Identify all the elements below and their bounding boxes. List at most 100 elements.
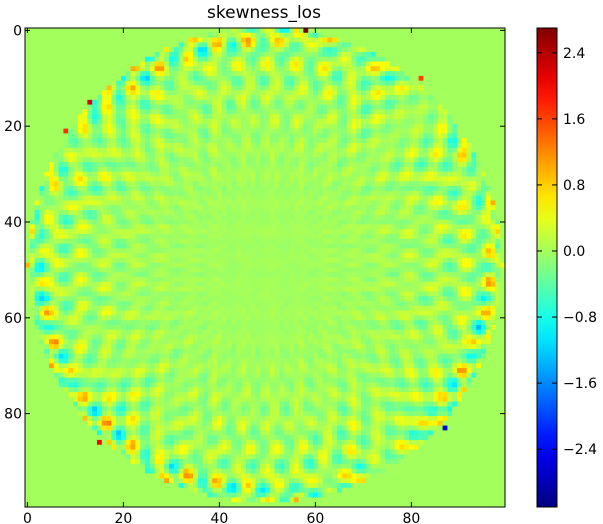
heatmap-cell <box>485 224 491 230</box>
heatmap-cell <box>221 229 227 235</box>
heatmap-cell <box>164 181 170 187</box>
heatmap-cell <box>164 233 170 240</box>
heatmap-cell <box>351 75 357 82</box>
heatmap-cell <box>101 229 107 235</box>
heatmap-cell <box>188 66 194 72</box>
heatmap-cell <box>25 95 31 101</box>
heatmap-cell <box>284 157 290 163</box>
heatmap-cell <box>149 104 155 110</box>
heatmap-cell <box>351 119 357 125</box>
heatmap-cell <box>212 181 218 187</box>
heatmap-cell <box>226 32 232 38</box>
heatmap-cell <box>197 176 203 182</box>
heatmap-cell <box>63 210 69 216</box>
heatmap-cell <box>29 47 35 53</box>
heatmap-cell <box>356 181 362 187</box>
heatmap-cell <box>500 162 506 168</box>
heatmap-cell <box>341 133 347 139</box>
heatmap-cell <box>29 51 35 58</box>
heatmap-cell <box>322 166 328 173</box>
heatmap-cell <box>409 104 415 110</box>
heatmap-cell <box>29 75 35 82</box>
heatmap-cell <box>490 181 496 187</box>
heatmap-cell <box>202 229 208 235</box>
heatmap-cell <box>197 85 203 91</box>
heatmap-cell <box>106 214 112 220</box>
heatmap-cell <box>437 253 443 259</box>
heatmap-cell <box>389 47 395 53</box>
heatmap-cell <box>217 147 223 153</box>
heatmap-cell <box>236 90 242 96</box>
heatmap-cell <box>317 47 323 53</box>
heatmap-cell <box>250 56 256 62</box>
heatmap-cell <box>221 42 227 48</box>
heatmap-cell <box>457 224 463 230</box>
heatmap-cell <box>202 205 208 211</box>
heatmap-cell <box>34 51 40 58</box>
heatmap-cell <box>471 133 477 139</box>
heatmap-cell <box>121 47 127 53</box>
heatmap-cell <box>269 42 275 48</box>
heatmap-cell <box>293 90 299 96</box>
heatmap-cell <box>332 32 338 38</box>
heatmap-cell <box>68 243 74 249</box>
heatmap-cell <box>337 157 343 163</box>
heatmap-cell <box>97 80 103 86</box>
heatmap-cell <box>231 71 237 77</box>
heatmap-cell <box>437 233 443 240</box>
heatmap-cell <box>58 133 64 139</box>
heatmap-cell <box>68 233 74 240</box>
heatmap-cell <box>265 229 271 235</box>
heatmap-cell <box>284 166 290 173</box>
heatmap-cell <box>500 133 506 139</box>
heatmap-cell <box>212 147 218 153</box>
heatmap-cell <box>461 142 467 149</box>
heatmap-cell <box>428 253 434 259</box>
heatmap-cell <box>394 186 400 192</box>
heatmap-cell <box>250 200 256 206</box>
heatmap-cell <box>202 66 208 72</box>
heatmap-cell <box>73 171 79 177</box>
heatmap-cell <box>423 142 429 149</box>
heatmap-cell <box>399 95 405 101</box>
heatmap-cell <box>461 210 467 216</box>
heatmap-cell <box>428 119 434 125</box>
heatmap-cell <box>500 176 506 182</box>
heatmap-cell <box>241 248 247 254</box>
heatmap-cell <box>245 61 251 67</box>
heatmap-cell <box>327 181 333 187</box>
heatmap-cell <box>68 114 74 120</box>
heatmap-cell <box>265 133 271 139</box>
heatmap-cell <box>154 47 160 53</box>
heatmap-cell <box>471 80 477 86</box>
heatmap-cell <box>221 171 227 177</box>
heatmap-cell <box>250 229 256 235</box>
heatmap-cell <box>116 233 122 240</box>
heatmap-cell <box>433 85 439 91</box>
heatmap-cell <box>457 114 463 120</box>
heatmap-cell <box>413 152 419 158</box>
heatmap-cell <box>236 243 242 249</box>
heatmap-cell <box>149 90 155 96</box>
heatmap-cell <box>236 95 242 101</box>
heatmap-cell <box>289 195 295 201</box>
heatmap-cell <box>476 253 482 259</box>
heatmap-cell <box>399 176 405 182</box>
heatmap-cell <box>365 181 371 187</box>
heatmap-cell <box>289 51 295 58</box>
heatmap-cell <box>313 152 319 158</box>
heatmap-cell <box>269 233 275 240</box>
heatmap-cell <box>183 248 189 254</box>
heatmap-cell <box>289 219 295 225</box>
heatmap-cell <box>73 214 79 220</box>
heatmap-cell <box>476 99 482 106</box>
heatmap-cell <box>337 80 343 86</box>
heatmap-cell <box>97 61 103 67</box>
heatmap-cell <box>231 224 237 230</box>
heatmap-cell <box>409 75 415 82</box>
heatmap-cell <box>178 119 184 125</box>
heatmap-cell <box>332 181 338 187</box>
heatmap-cell <box>125 162 131 168</box>
heatmap-cell <box>380 123 386 129</box>
heatmap-cell <box>58 85 64 91</box>
